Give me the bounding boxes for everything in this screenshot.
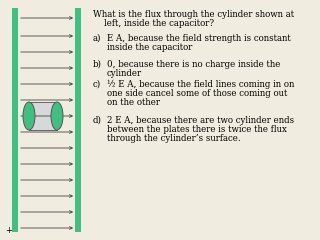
Ellipse shape <box>51 102 63 130</box>
Bar <box>12 8 18 232</box>
Text: +: + <box>5 226 12 235</box>
Text: ½ E A, because the field lines coming in on: ½ E A, because the field lines coming in… <box>107 80 294 89</box>
Text: a): a) <box>93 34 101 43</box>
Text: 2 E A, because there are two cylinder ends: 2 E A, because there are two cylinder en… <box>107 116 294 125</box>
Text: left, inside the capacitor?: left, inside the capacitor? <box>93 19 214 28</box>
Text: inside the capacitor: inside the capacitor <box>107 43 192 52</box>
Text: between the plates there is twice the flux: between the plates there is twice the fl… <box>107 125 287 134</box>
Text: on the other: on the other <box>107 98 160 107</box>
Text: E A, because the field strength is constant: E A, because the field strength is const… <box>107 34 291 43</box>
Text: c): c) <box>93 80 101 89</box>
Text: one side cancel some of those coming out: one side cancel some of those coming out <box>107 89 287 98</box>
Text: What is the flux through the cylinder shown at: What is the flux through the cylinder sh… <box>93 10 294 19</box>
Text: d): d) <box>93 116 102 125</box>
Text: through the cylinder’s surface.: through the cylinder’s surface. <box>107 134 241 143</box>
Text: b): b) <box>93 60 102 69</box>
Bar <box>29 102 57 130</box>
Ellipse shape <box>23 102 35 130</box>
Text: 0, because there is no charge inside the: 0, because there is no charge inside the <box>107 60 280 69</box>
Text: cylinder: cylinder <box>107 69 142 78</box>
Bar <box>75 8 81 232</box>
